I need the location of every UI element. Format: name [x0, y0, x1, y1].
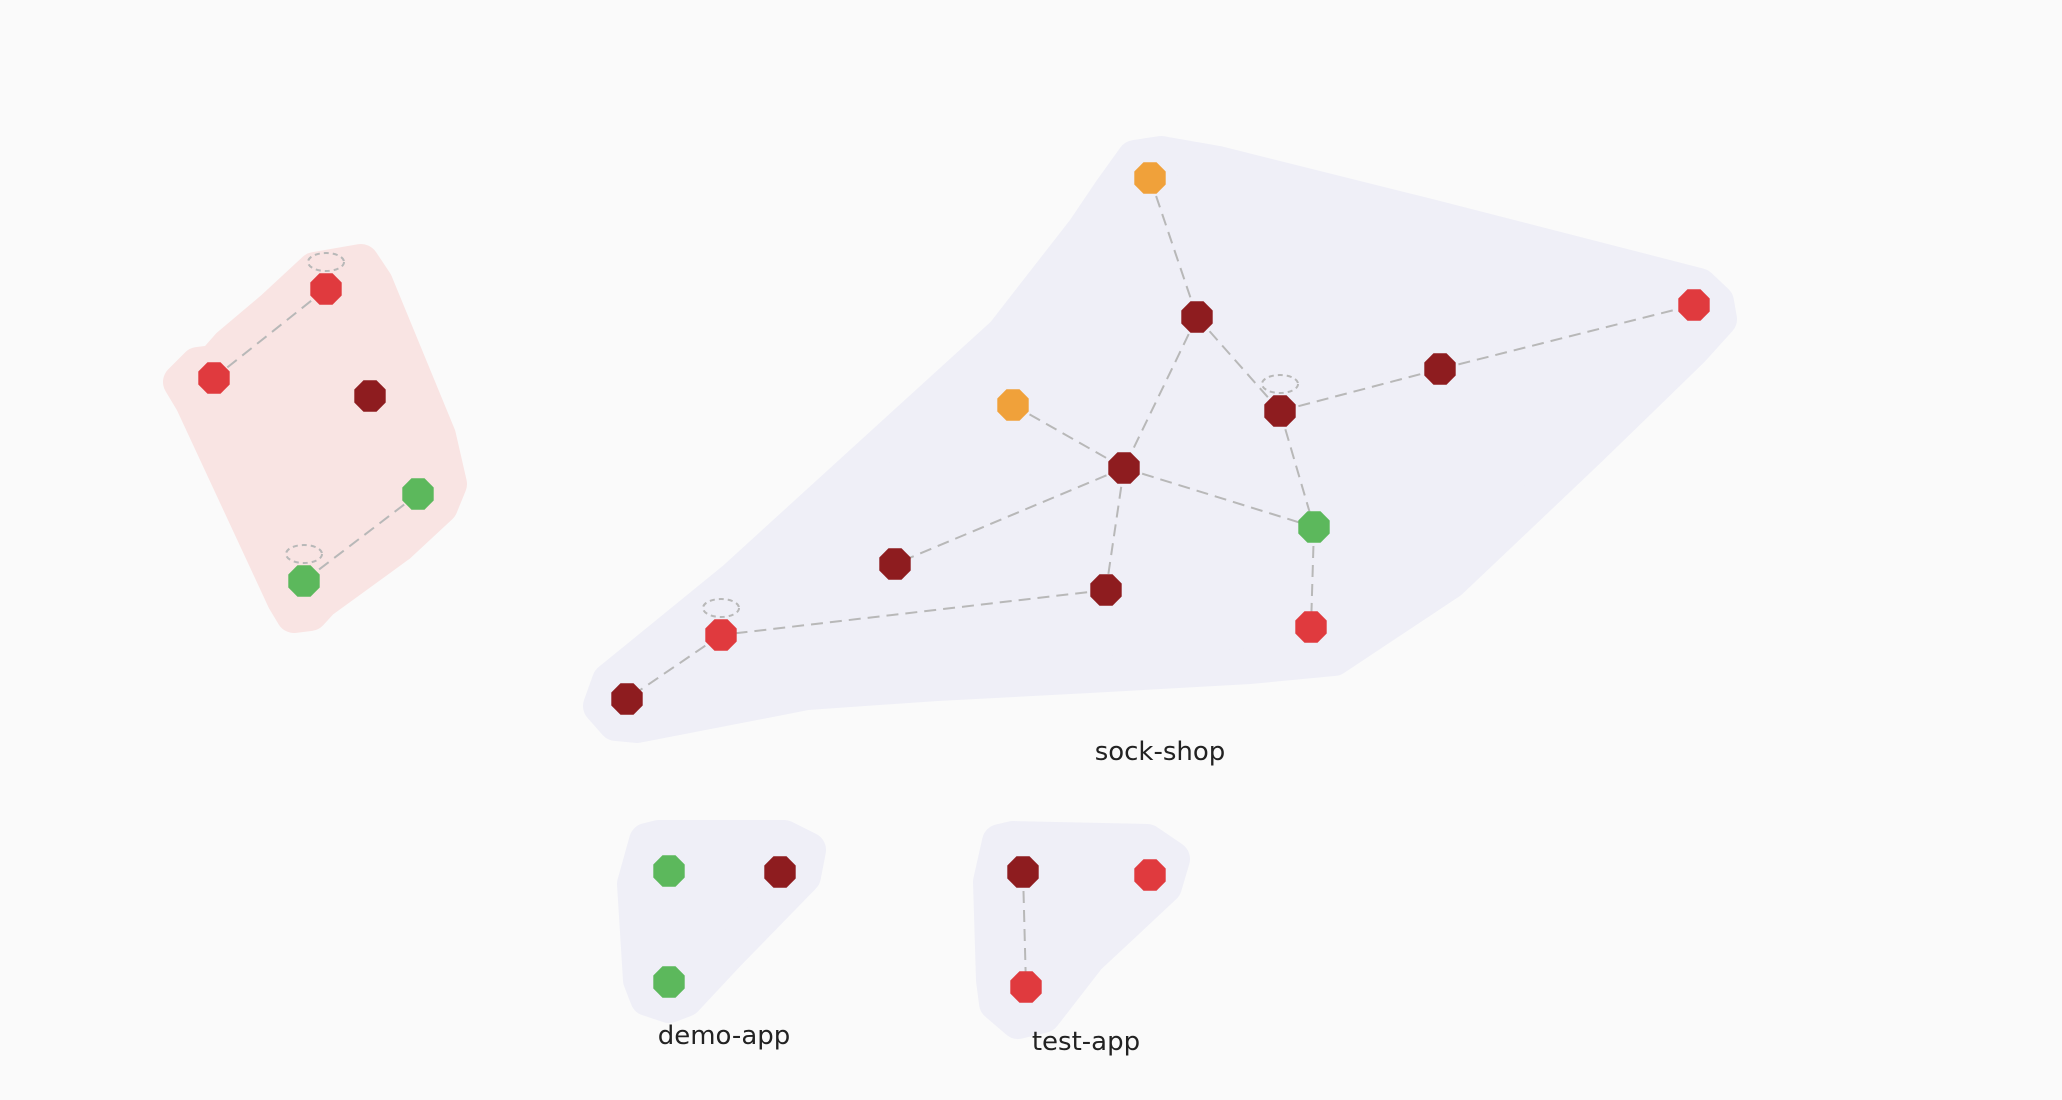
- node-s4-critical[interactable]: [1264, 395, 1296, 427]
- node-d3-healthy[interactable]: [653, 966, 685, 998]
- node-t3-error[interactable]: [1010, 971, 1042, 1003]
- node-s12-error[interactable]: [705, 619, 737, 651]
- group-label-sock-shop: sock-shop: [1095, 737, 1226, 767]
- edge-s5-s6: [1439, 304, 1695, 370]
- node-s13-critical[interactable]: [611, 683, 643, 715]
- node-s10-critical[interactable]: [1090, 574, 1122, 606]
- group-hull-sock-shop[interactable]: [583, 136, 1737, 743]
- node-t2-error[interactable]: [1134, 859, 1166, 891]
- node-u2-error[interactable]: [198, 362, 230, 394]
- group-label-test-app: test-app: [1032, 1027, 1140, 1057]
- node-s9-critical[interactable]: [879, 548, 911, 580]
- group-hulls: [163, 136, 1737, 1039]
- edge-s2-s4: [1196, 316, 1281, 412]
- edge-u5-u4: [303, 493, 419, 582]
- edge-s8-s11: [1310, 526, 1315, 628]
- edge-u1-u2: [213, 288, 327, 379]
- node-s7-critical[interactable]: [1108, 452, 1140, 484]
- node-s8-healthy[interactable]: [1298, 511, 1330, 543]
- nodes: [198, 162, 1710, 1003]
- self-loop-edge-s4: [1261, 374, 1299, 394]
- edge-s3-s7: [1012, 404, 1125, 469]
- edge-s7-s9: [894, 467, 1125, 565]
- group-label-demo-app: demo-app: [658, 1021, 791, 1051]
- group-labels: sock-shop demo-app test-app: [658, 737, 1226, 1057]
- node-u5-healthy[interactable]: [288, 565, 320, 597]
- node-s1-warning[interactable]: [1134, 162, 1166, 194]
- node-u4-healthy[interactable]: [402, 478, 434, 510]
- edge-s1-s2: [1149, 177, 1198, 318]
- node-d1-healthy[interactable]: [653, 855, 685, 887]
- edge-t1-t3: [1022, 871, 1027, 988]
- edge-s4-s8: [1279, 410, 1315, 528]
- edges: [213, 177, 1695, 988]
- edge-s7-s8: [1123, 467, 1315, 528]
- node-t1-critical[interactable]: [1007, 856, 1039, 888]
- self-loop-edge-u1: [307, 252, 345, 272]
- edge-s4-s5: [1279, 368, 1441, 412]
- node-s2-critical[interactable]: [1181, 301, 1213, 333]
- node-s6-error[interactable]: [1678, 289, 1710, 321]
- self-loop-edge-u5: [285, 544, 323, 564]
- edge-s2-s7: [1123, 316, 1198, 469]
- edge-s7-s10: [1105, 467, 1125, 591]
- node-s11-error[interactable]: [1295, 611, 1327, 643]
- node-u1-error[interactable]: [310, 273, 342, 305]
- node-s3-warning[interactable]: [997, 389, 1029, 421]
- self-loop-edge-s12: [702, 598, 740, 618]
- node-u3-critical[interactable]: [354, 380, 386, 412]
- node-s5-critical[interactable]: [1424, 353, 1456, 385]
- node-d2-critical[interactable]: [764, 856, 796, 888]
- edge-s10-s12: [720, 589, 1107, 636]
